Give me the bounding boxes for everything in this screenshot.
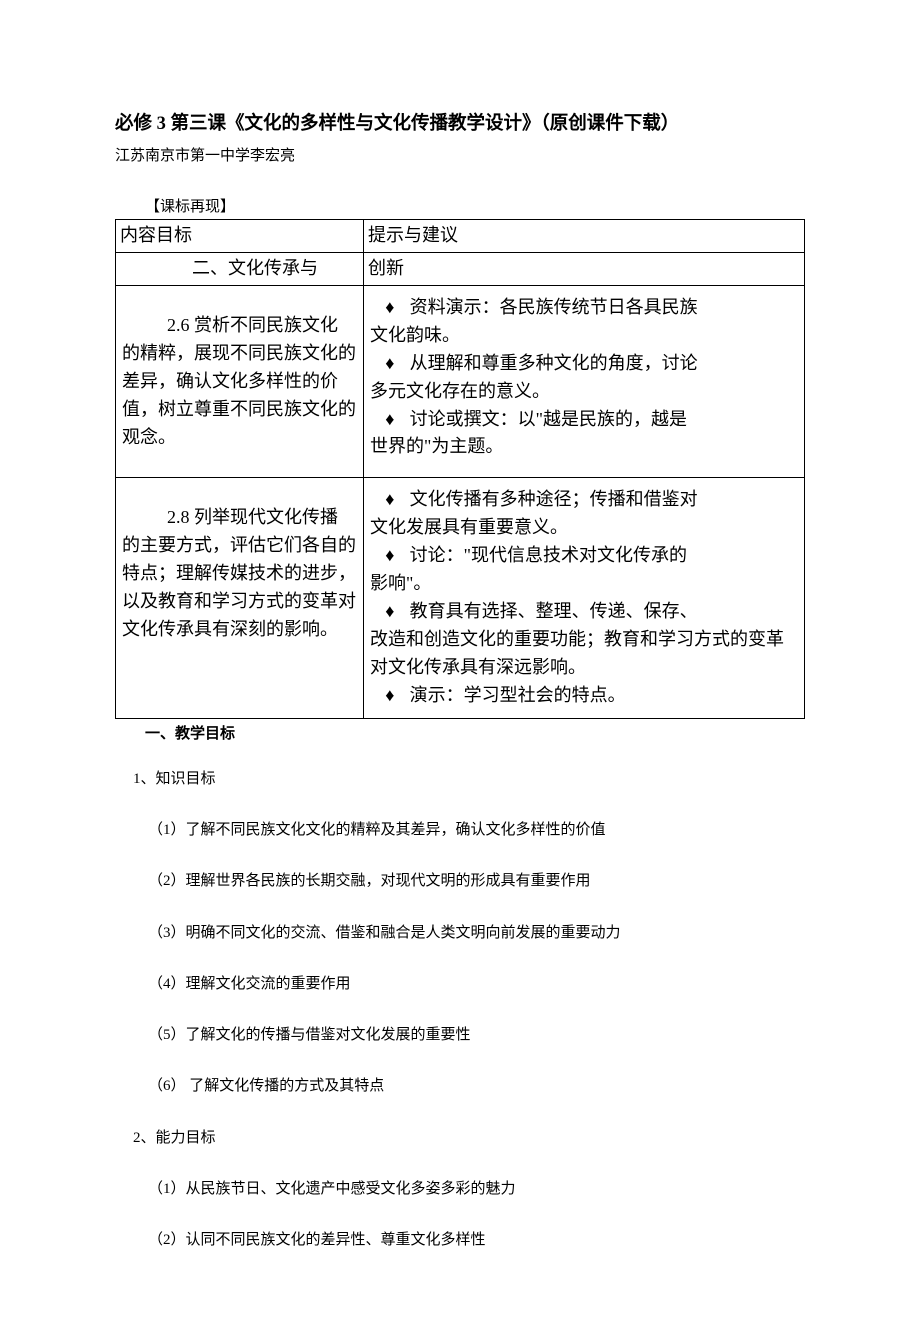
row0-left-rest: 的精粹，展现不同民族文化的差异，确认文化多样性的价值，树立尊重不同民族文化的观念… — [122, 340, 357, 452]
row0-left: 2.6 赏析不同民族文化 的精粹，展现不同民族文化的差异，确认文化多样性的价值，… — [116, 285, 364, 477]
row1-left: 2.8 列举现代文化传播 的主要方式，评估它们各自的特点；理解传媒技术的进步，以… — [116, 478, 364, 718]
bullet-cont: 世界的"为主题。 — [370, 433, 798, 461]
bullet-cont: 文化发展具有重要意义。 — [370, 514, 798, 542]
diamond-icon: ♦ — [370, 350, 410, 378]
table-row: 2.8 列举现代文化传播 的主要方式，评估它们各自的特点；理解传媒技术的进步，以… — [116, 478, 805, 718]
group-label: 2、能力目标 — [115, 1127, 805, 1150]
bullet-text: 讨论："现代信息技术对文化传承的 — [410, 542, 687, 570]
col-header-right: 提示与建议 — [364, 220, 805, 253]
diamond-icon: ♦ — [370, 682, 410, 710]
group-label: 1、知识目标 — [115, 768, 805, 791]
bullet-text: 演示：学习型社会的特点。 — [410, 682, 626, 710]
row0-right: ♦资料演示：各民族传统节日各具民族 文化韵味。 ♦从理解和尊重多种文化的角度，讨… — [364, 285, 805, 477]
diamond-icon: ♦ — [370, 598, 410, 626]
diamond-icon: ♦ — [370, 406, 410, 434]
objectives-heading: 一、教学目标 — [115, 723, 805, 746]
objective-item: （1）了解不同民族文化文化的精粹及其差异，确认文化多样性的价值 — [115, 819, 805, 842]
sub-header-right: 创新 — [364, 253, 805, 286]
diamond-icon: ♦ — [370, 486, 410, 514]
bullet-text: 从理解和尊重多种文化的角度，讨论 — [410, 350, 698, 378]
bullet-cont: 改造和创造文化的重要功能；教育和学习方式的变革对文化传承具有深远影响。 — [370, 626, 798, 682]
bullet-text: 文化传播有多种途径；传播和借鉴对 — [410, 486, 698, 514]
standards-table: 内容目标 提示与建议 二、文化传承与 创新 2.6 赏析不同民族文化 的精粹，展… — [115, 219, 805, 718]
objective-item: （3）明确不同文化的交流、借鉴和融合是人类文明向前发展的重要动力 — [115, 922, 805, 945]
objective-item: （5）了解文化的传播与借鉴对文化发展的重要性 — [115, 1024, 805, 1047]
table-header-row: 内容目标 提示与建议 — [116, 220, 805, 253]
objective-item: （2）理解世界各民族的长期交融，对现代文明的形成具有重要作用 — [115, 870, 805, 893]
row1-right: ♦文化传播有多种途径；传播和借鉴对 文化发展具有重要意义。 ♦讨论："现代信息技… — [364, 478, 805, 718]
doc-author: 江苏南京市第一中学李宏亮 — [115, 145, 805, 168]
col-header-left: 内容目标 — [116, 220, 364, 253]
objective-item: （6） 了解文化传播的方式及其特点 — [115, 1075, 805, 1098]
table-subheader-row: 二、文化传承与 创新 — [116, 253, 805, 286]
diamond-icon: ♦ — [370, 294, 410, 322]
row1-left-rest: 的主要方式，评估它们各自的特点；理解传媒技术的进步，以及教育和学习方式的变革对文… — [122, 532, 357, 644]
objective-item: （1）从民族节日、文化遗产中感受文化多姿多彩的魅力 — [115, 1178, 805, 1201]
bullet-text: 教育具有选择、整理、传递、保存、 — [410, 598, 698, 626]
diamond-icon: ♦ — [370, 542, 410, 570]
sub-header-left: 二、文化传承与 — [116, 253, 364, 286]
bullet-cont: 多元文化存在的意义。 — [370, 378, 798, 406]
bullet-cont: 影响"。 — [370, 570, 798, 598]
bullet-text: 资料演示：各民族传统节日各具民族 — [410, 294, 698, 322]
objective-item: （2）认同不同民族文化的差异性、尊重文化多样性 — [115, 1229, 805, 1252]
standards-label: 【课标再现】 — [115, 196, 805, 219]
row1-left-first: 2.8 列举现代文化传播 — [167, 507, 338, 527]
table-row: 2.6 赏析不同民族文化 的精粹，展现不同民族文化的差异，确认文化多样性的价值，… — [116, 285, 805, 477]
bullet-text: 讨论或撰文：以"越是民族的，越是 — [410, 406, 687, 434]
bullet-cont: 文化韵味。 — [370, 322, 798, 350]
doc-title: 必修 3 第三课《文化的多样性与文化传播教学设计》（原创课件下载） — [115, 110, 805, 139]
objective-item: （4）理解文化交流的重要作用 — [115, 973, 805, 996]
row0-left-first: 2.6 赏析不同民族文化 — [167, 315, 338, 335]
